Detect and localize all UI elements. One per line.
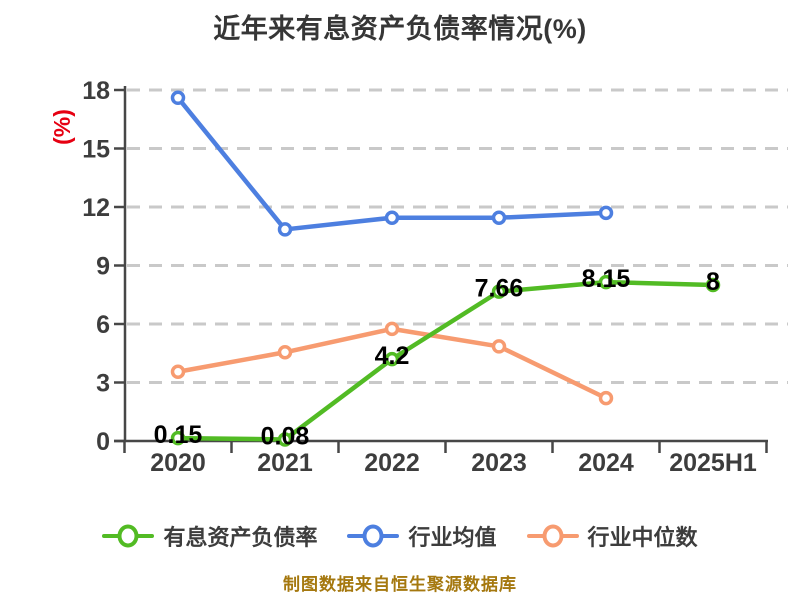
data-point-label: 7.66 [475,275,524,303]
y-tick-label: 6 [96,311,110,339]
data-point-label: 4.2 [375,342,410,370]
data-point-label: 0.15 [154,421,203,449]
data-point-marker [598,390,614,406]
x-tick-label: 2025H1 [669,449,757,477]
y-tick-label: 3 [96,370,110,398]
x-tick-label: 2020 [150,449,206,477]
data-point-marker [277,345,293,360]
series-line-1 [175,95,609,232]
legend-item-interest-bearing-ratio: 有息资产负债率 [102,520,317,552]
x-tick-label: 2021 [257,449,313,477]
series-line-0 [175,279,716,442]
source-note: 制图数据来自恒生聚源数据库 [283,575,517,594]
data-point-marker [277,222,293,237]
x-tick-label: 2022 [364,449,420,477]
data-point-marker [170,430,186,446]
x-tick-label: 2023 [471,449,527,477]
data-point-marker [170,90,186,106]
y-tick-label: 18 [82,77,110,105]
data-point-marker [277,432,293,447]
data-point-label: 0.08 [261,422,310,450]
legend-label: 行业均值 [408,525,497,550]
data-point-marker [598,205,614,221]
legend-blue-circle-icon [362,524,384,548]
data-point-label: 8.15 [582,265,631,293]
data-point-marker [170,364,186,380]
data-point-label: 8 [706,268,720,296]
legend-item-industry-median: 行业中位数 [526,520,698,552]
data-point-marker [384,321,400,337]
data-point-marker [384,351,400,367]
chart-legend: 有息资产负债率 行业均值 行业中位数 [0,520,800,552]
legend-green-line-marker-icon [102,524,155,548]
data-point-marker [705,277,721,293]
x-tick-label: 2024 [578,449,634,477]
y-tick-label: 9 [96,253,110,281]
data-point-marker [491,210,507,225]
legend-orange-circle-icon [542,524,563,548]
data-point-marker [491,284,507,299]
legend-label: 行业中位数 [587,525,698,550]
chart-title: 近年来有息资产负债率情况(%) [213,14,587,44]
y-tick-label: 12 [82,194,110,222]
y-tick-label: 0 [96,428,110,456]
legend-label: 有息资产负债率 [163,525,318,550]
legend-green-circle-icon [117,524,139,548]
data-point-marker [598,274,614,290]
data-point-marker [384,210,400,225]
legend-blue-line-marker-icon [347,524,400,548]
data-point-marker [491,339,507,354]
legend-item-industry-average: 行业均值 [347,520,497,552]
legend-orange-line-marker-icon [526,524,579,548]
y-tick-label: 15 [82,136,110,164]
